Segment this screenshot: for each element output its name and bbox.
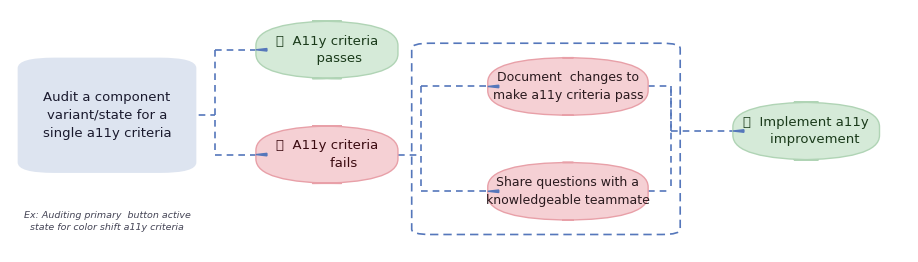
Text: Document  changes to
make a11y criteria pass: Document changes to make a11y criteria p… — [493, 71, 644, 102]
Text: Audit a component
variant/state for a
single a11y criteria: Audit a component variant/state for a si… — [43, 91, 172, 140]
FancyBboxPatch shape — [17, 58, 196, 173]
Text: ❌  A11y criteria
        fails: ❌ A11y criteria fails — [275, 139, 378, 170]
Polygon shape — [733, 130, 744, 132]
Text: ✅  A11y criteria
      passes: ✅ A11y criteria passes — [275, 35, 378, 65]
Polygon shape — [256, 153, 267, 156]
Polygon shape — [256, 48, 267, 51]
Text: Ex: Auditing primary  button active
state for color shift a11y criteria: Ex: Auditing primary button active state… — [24, 211, 190, 232]
Polygon shape — [487, 190, 498, 193]
FancyBboxPatch shape — [487, 58, 648, 115]
Text: Share questions with a
knowledgeable teammate: Share questions with a knowledgeable tea… — [486, 176, 650, 206]
FancyBboxPatch shape — [487, 162, 648, 220]
FancyBboxPatch shape — [256, 21, 398, 79]
Polygon shape — [487, 85, 498, 88]
FancyBboxPatch shape — [256, 126, 398, 183]
Text: ✅  Implement a11y
    improvement: ✅ Implement a11y improvement — [744, 116, 869, 146]
FancyBboxPatch shape — [733, 102, 879, 160]
